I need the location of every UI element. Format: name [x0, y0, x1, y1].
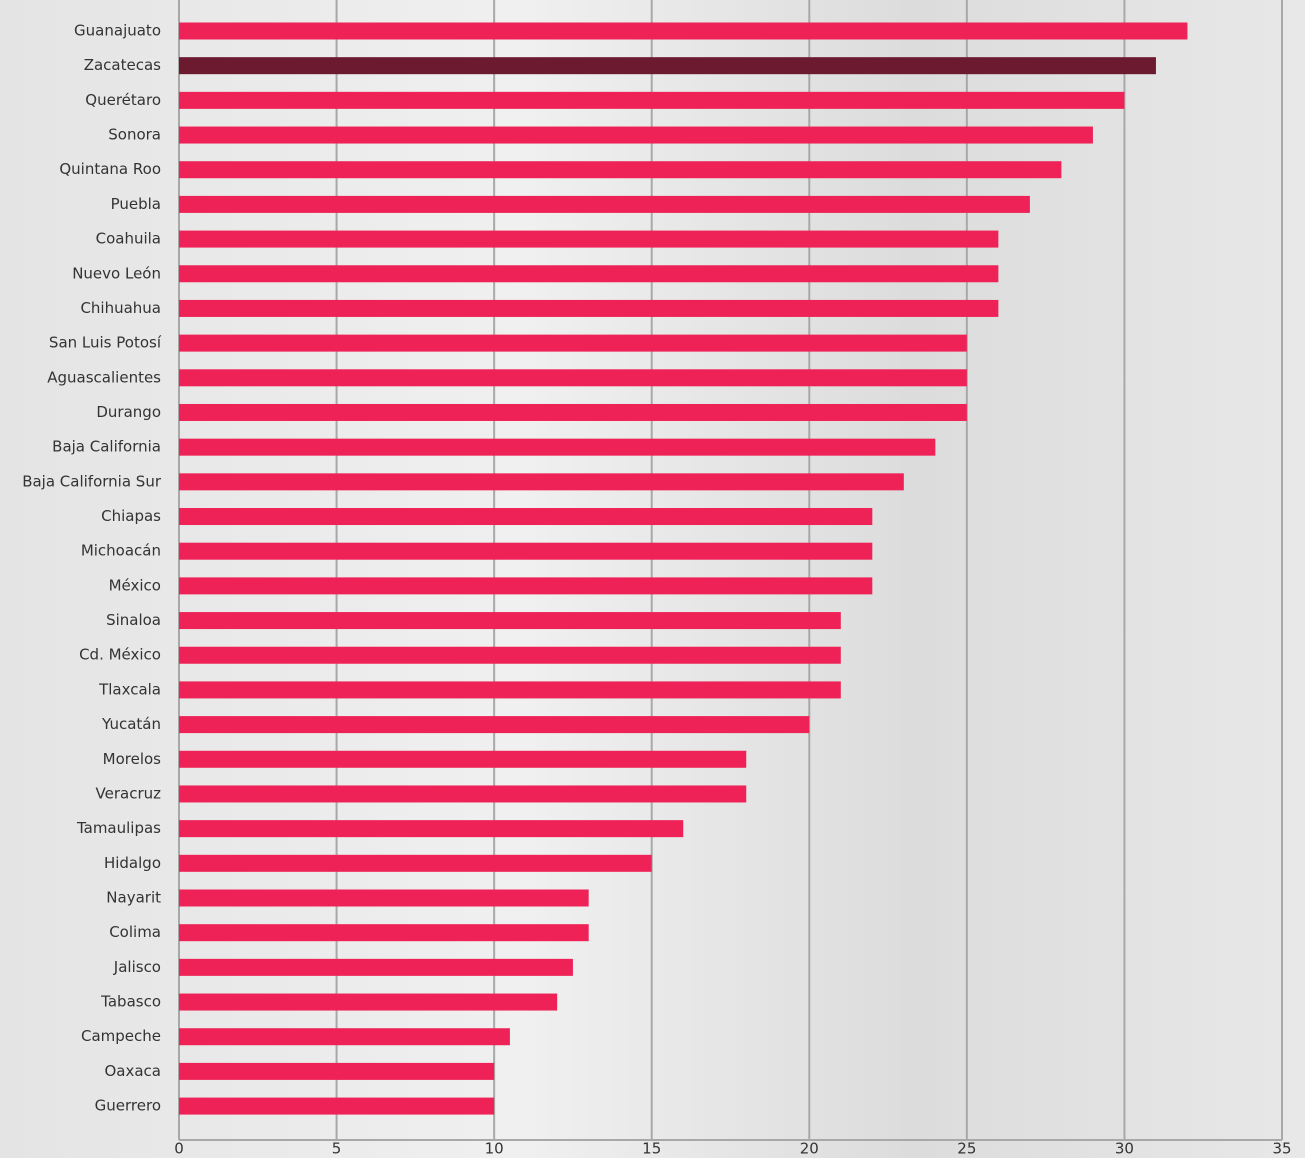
bar	[179, 1028, 510, 1046]
y-tick-label: Campeche	[81, 1027, 161, 1045]
bar	[179, 438, 936, 456]
y-tick-label: Chiapas	[101, 507, 161, 525]
y-tick-label: Quintana Roo	[59, 160, 161, 178]
x-tick-label: 5	[332, 1140, 342, 1158]
bar	[179, 22, 1188, 40]
x-tick-label: 35	[1272, 1140, 1291, 1158]
y-tick-label: Sonora	[108, 126, 161, 144]
bar	[179, 681, 841, 699]
x-tick-label: 20	[800, 1140, 819, 1158]
bar	[179, 820, 684, 838]
y-tick-label: Jalisco	[113, 958, 161, 976]
y-tick-label: Baja California Sur	[22, 472, 162, 490]
x-tick-label: 25	[957, 1140, 976, 1158]
x-tick-label: 15	[642, 1140, 661, 1158]
bar	[179, 161, 1062, 179]
y-tick-label: Colima	[109, 923, 161, 941]
y-tick-label: Veracruz	[96, 784, 162, 802]
y-tick-label: Baja California	[52, 438, 161, 456]
bar	[179, 57, 1156, 75]
bar	[179, 473, 904, 491]
y-tick-label: Querétaro	[85, 91, 161, 109]
bar	[179, 1062, 495, 1080]
bar	[179, 577, 873, 595]
y-tick-label: San Luis Potosí	[49, 334, 162, 352]
y-tick-label: Nayarit	[106, 889, 161, 907]
bar	[179, 230, 999, 248]
bar	[179, 889, 589, 907]
y-tick-label: Morelos	[103, 750, 162, 768]
bar	[179, 126, 1093, 144]
y-tick-label: Michoacán	[81, 542, 161, 560]
y-tick-label: Coahuila	[96, 230, 161, 248]
y-tick-label: México	[109, 576, 161, 594]
bar	[179, 542, 873, 560]
bar	[179, 646, 841, 664]
bar	[179, 716, 810, 734]
bar	[179, 612, 841, 630]
y-tick-label: Chihuahua	[80, 299, 161, 317]
bar	[179, 265, 999, 283]
bar	[179, 958, 573, 976]
y-tick-label: Aguascalientes	[47, 368, 161, 386]
bar	[179, 334, 967, 352]
bar	[179, 785, 747, 803]
y-tick-label: Guanajuato	[74, 22, 161, 40]
bar	[179, 993, 558, 1011]
bar	[179, 299, 999, 317]
y-tick-label: Tabasco	[100, 993, 161, 1011]
y-tick-label: Cd. México	[79, 646, 161, 664]
bar	[179, 91, 1125, 109]
y-tick-label: Oaxaca	[104, 1062, 161, 1080]
x-tick-label: 10	[485, 1140, 504, 1158]
bar	[179, 195, 1030, 213]
bar	[179, 854, 652, 872]
x-tick-label: 0	[174, 1140, 184, 1158]
bar	[179, 369, 967, 387]
y-tick-label: Tamaulipas	[76, 819, 161, 837]
bar	[179, 508, 873, 526]
bar	[179, 1097, 495, 1115]
y-tick-label: Guerrero	[95, 1097, 161, 1115]
bar	[179, 403, 967, 421]
x-tick-label: 30	[1115, 1140, 1134, 1158]
y-tick-label: Hidalgo	[104, 854, 161, 872]
y-tick-label: Sinaloa	[106, 611, 161, 629]
y-tick-label: Durango	[96, 403, 161, 421]
y-tick-label: Puebla	[111, 195, 161, 213]
y-tick-label: Yucatán	[101, 715, 161, 733]
y-tick-label: Zacatecas	[84, 56, 161, 74]
bar	[179, 750, 747, 768]
bar	[179, 924, 589, 942]
y-tick-label: Nuevo León	[72, 264, 161, 282]
y-tick-label: Tlaxcala	[98, 680, 161, 698]
